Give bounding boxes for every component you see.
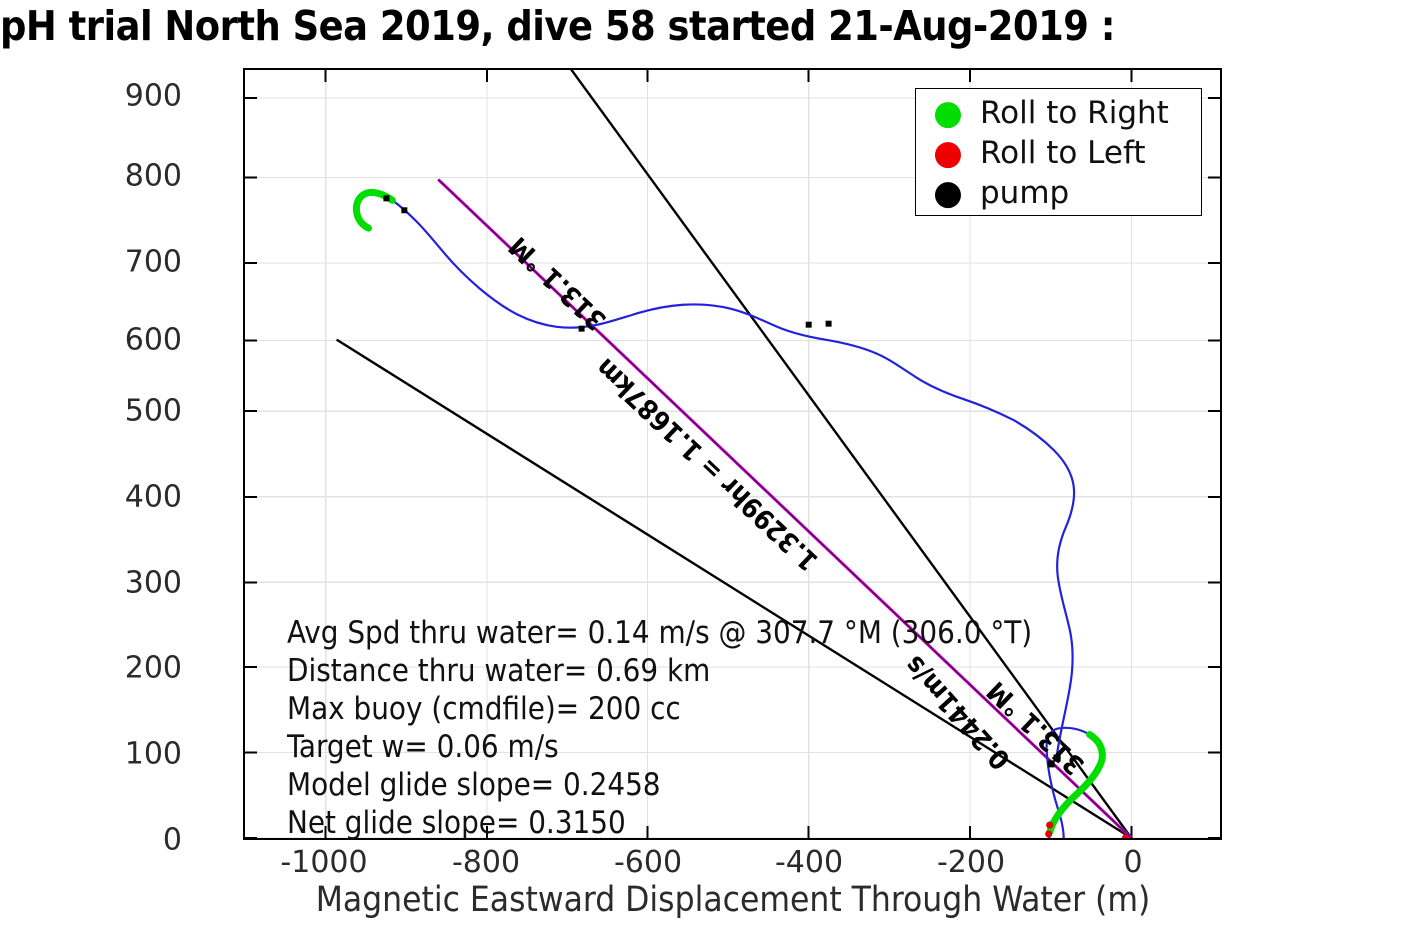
y-tick-label-600: 600: [124, 322, 182, 358]
pump-markers: [383, 195, 1061, 768]
x-tick-label--600: -600: [613, 845, 683, 880]
y-tick-label-700: 700: [124, 244, 182, 280]
legend-label-roll-to-left: Roll to Left: [980, 135, 1146, 171]
x-tick-label--1000: -1000: [280, 845, 368, 880]
y-tick-label-100: 100: [124, 736, 182, 772]
legend-item-roll-to-right[interactable]: ● Roll to Right: [933, 93, 1169, 133]
legend-item-roll-to-left[interactable]: ● Roll to Left: [933, 133, 1146, 173]
y-tick-label-900: 900: [124, 78, 182, 114]
x-axis-label: Magnetic Eastward Displacement Through W…: [315, 880, 1151, 920]
roll-to-left-markers: [1045, 821, 1129, 838]
annotation-line-avg-speed: Avg Spd thru water= 0.14 m/s @ 307.7 °M …: [287, 615, 1033, 651]
y-tick-label-400: 400: [124, 479, 182, 515]
x-tick-label--200: -200: [936, 845, 1006, 880]
y-tick-label-200: 200: [124, 650, 182, 686]
x-tick-label-0: 0: [1123, 845, 1143, 880]
x-tick-label--800b: -800: [451, 845, 521, 880]
legend[interactable]: ● Roll to Right ● Roll to Left ● pump: [915, 88, 1202, 216]
y-tick-label-500: 500: [124, 393, 182, 429]
x-tick-label--400: -400: [774, 845, 844, 880]
plot-canvas: 313.1 °M 1.3299hr = 1.1687km 313.1 °M 0.…: [245, 70, 1220, 838]
model-glide-slope-line: [335, 338, 1132, 838]
net-glide-slope-line: [570, 70, 1133, 838]
legend-label-roll-to-right: Roll to Right: [980, 95, 1169, 131]
annotation-line-model-slope: Model glide slope= 0.2458: [287, 767, 661, 803]
label-upper-heading: 313.1 °M: [503, 230, 612, 336]
roll-to-right-markers: [352, 188, 1106, 836]
tick-marks: [245, 70, 1220, 838]
legend-label-pump: pump: [980, 175, 1070, 211]
dac-line-outline: [437, 179, 1132, 838]
annotation-line-max-buoy: Max buoy (cmdfile)= 200 cc: [287, 691, 681, 727]
annotation-line-net-slope: Net glide slope= 0.3150: [287, 805, 626, 841]
page-title: pH trial North Sea 2019, dive 58 started…: [0, 2, 1116, 50]
y-tick-label-0: 0: [162, 822, 182, 858]
statistics-annotation: Avg Spd thru water= 0.14 m/s @ 307.7 °M …: [287, 614, 1032, 842]
legend-item-pump[interactable]: ● pump: [933, 173, 1070, 213]
y-tick-label-300: 300: [124, 565, 182, 601]
y-tick-label-800: 800: [124, 158, 182, 194]
y-axis-label-container: Magnetic Northward Displacement Through …: [0, 0, 280, 945]
annotation-line-distance: Distance thru water= 0.69 km: [287, 653, 711, 689]
label-distance: 1.3299hr = 1.1687km: [590, 352, 825, 577]
annotation-line-target-w: Target w= 0.06 m/s: [287, 729, 559, 765]
